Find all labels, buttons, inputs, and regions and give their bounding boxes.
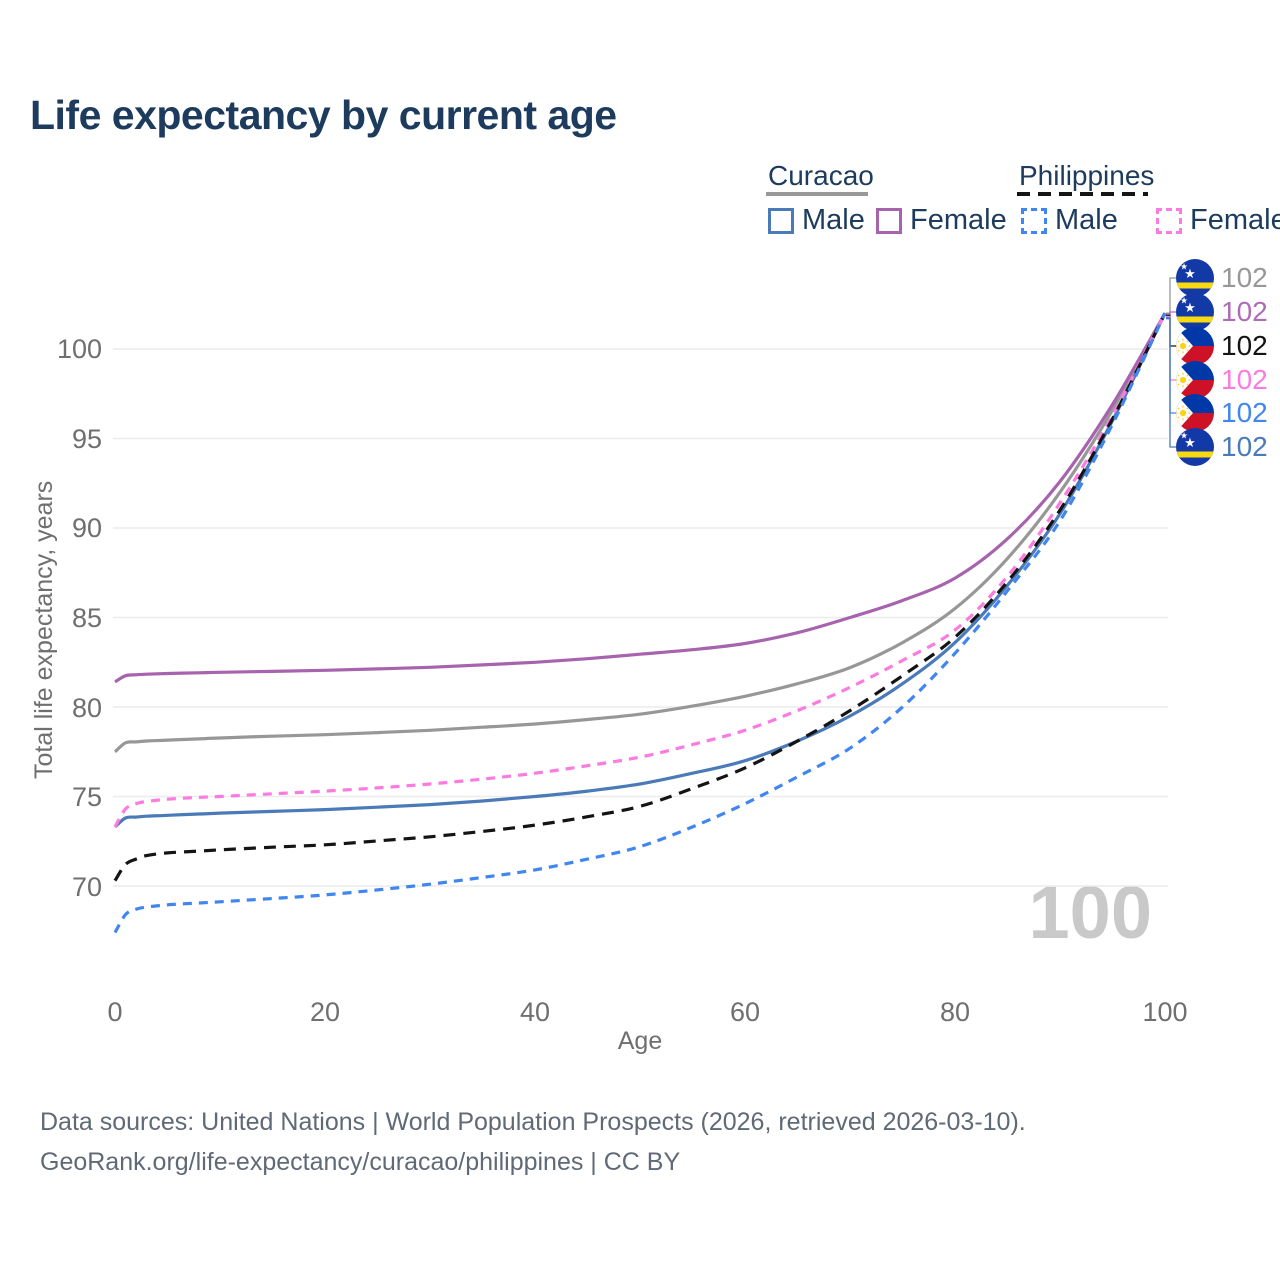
gridlines — [113, 348, 1168, 887]
y-tick-100: 100 — [56, 334, 102, 364]
series-line-philippines_male — [113, 312, 1167, 934]
page-title: Life expectancy by current age — [30, 92, 617, 138]
end-label-philippines-female: 102 — [1176, 361, 1268, 399]
legend-item-curacao-male[interactable]: Male — [768, 204, 865, 237]
attribution-line: GeoRank.org/life-expectancy/curacao/phil… — [40, 1148, 681, 1176]
legend-label: Female — [910, 204, 1007, 236]
philippines-female-swatch — [1156, 207, 1182, 234]
philippines-male-swatch — [1021, 207, 1047, 234]
legend-item-curacao-female[interactable]: Female — [876, 204, 1007, 237]
philippines-flag-icon — [1176, 394, 1214, 432]
series-line-philippines_female — [113, 312, 1167, 828]
end-label-connector — [1166, 314, 1176, 347]
y-tick-85: 85 — [71, 603, 102, 633]
series-line-curacao_female — [114, 312, 1167, 684]
legend-label: Female — [1190, 204, 1280, 236]
legend-label: Male — [802, 204, 865, 236]
legend-group-philippines[interactable]: Philippines — [1019, 160, 1155, 191]
legend-label: Male — [1055, 204, 1118, 236]
end-label-curacao-all: 102 — [1176, 259, 1268, 297]
series-line-curacao_male — [113, 312, 1167, 829]
x-tick-60: 60 — [729, 997, 761, 1027]
data-sources-line: Data sources: United Nations | World Pop… — [40, 1108, 1026, 1136]
curacao-female-swatch — [876, 207, 902, 234]
end-value: 102 — [1221, 262, 1268, 293]
curacao-flag-icon — [1176, 428, 1214, 466]
x-axis-title: Age — [617, 1027, 663, 1055]
philippines-flag-icon — [1176, 327, 1214, 365]
y-tick-70: 70 — [71, 872, 102, 902]
end-value: 102 — [1221, 397, 1268, 428]
end-label-philippines-male: 102 — [1176, 394, 1268, 432]
end-value: 102 — [1221, 431, 1268, 462]
end-label-connector — [1166, 311, 1176, 315]
curacao-flag-icon — [1176, 293, 1214, 331]
legend-underline-curacao — [766, 192, 868, 196]
curacao-male-swatch — [768, 207, 794, 234]
y-tick-90: 90 — [71, 513, 102, 543]
x-tick-20: 20 — [309, 997, 341, 1027]
legend-item-philippines-male[interactable]: Male — [1021, 204, 1118, 237]
end-label-connector — [1166, 315, 1176, 381]
end-label-connector — [1166, 318, 1176, 448]
end-label-philippines-all: 102 — [1176, 327, 1268, 365]
legend-underline-philippines — [1017, 192, 1148, 196]
end-value: 102 — [1221, 330, 1268, 361]
end-label-curacao-male: 102 — [1176, 428, 1268, 466]
age-counter-watermark: 100 — [1028, 871, 1152, 954]
legend-group-curacao[interactable]: Curacao — [768, 160, 874, 191]
end-label-connector — [1166, 316, 1176, 414]
series-line-philippines_all — [113, 312, 1167, 882]
y-tick-95: 95 — [71, 424, 102, 454]
series-line-curacao_all — [113, 312, 1167, 754]
end-label-curacao-female: 102 — [1176, 293, 1268, 331]
legend-item-philippines-female[interactable]: Female — [1156, 204, 1280, 237]
x-tick-40: 40 — [519, 997, 551, 1027]
y-tick-75: 75 — [71, 782, 102, 812]
x-tick-80: 80 — [939, 997, 971, 1027]
x-tick-100: 100 — [1142, 997, 1188, 1027]
end-value: 102 — [1221, 296, 1268, 327]
x-tick-0: 0 — [107, 997, 123, 1027]
curacao-flag-icon — [1176, 259, 1214, 297]
end-value: 102 — [1221, 364, 1268, 395]
end-label-connector — [1166, 277, 1176, 314]
y-tick-80: 80 — [71, 693, 102, 723]
